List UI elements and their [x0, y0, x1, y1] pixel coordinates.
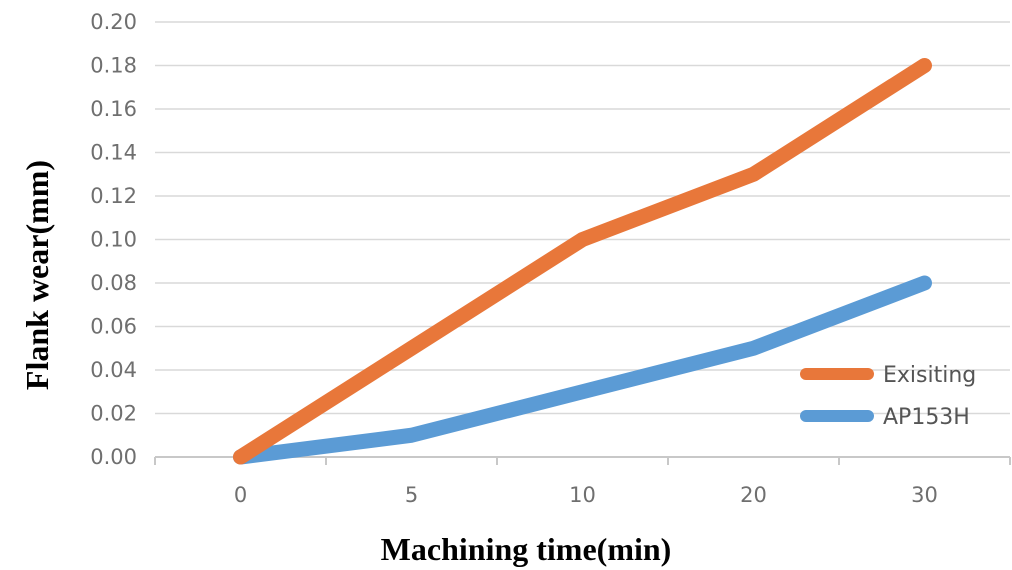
x-tick-label: 10 [569, 483, 596, 507]
y-tick-label: 0.14 [90, 141, 137, 165]
x-tick-label: 20 [740, 483, 767, 507]
y-tick-label: 0.08 [90, 271, 137, 295]
gridlines [155, 21, 1010, 415]
x-tick-label: 0 [234, 483, 247, 507]
x-axis-title: Machining time(min) [381, 531, 672, 567]
legend-label: AP153H [883, 405, 970, 430]
legend-label: Exisiting [883, 363, 976, 388]
x-tick-label: 30 [911, 483, 938, 507]
y-tick-label: 0.04 [90, 358, 137, 382]
y-tick-label: 0.10 [90, 228, 137, 252]
y-tick-label: 0.16 [90, 97, 137, 121]
y-tick-labels: 0.00 0.02 0.04 0.06 0.08 0.10 0.12 0.14 0.16 0.18… [90, 10, 137, 469]
y-tick-label: 0.18 [90, 54, 137, 78]
y-tick-label: 0.02 [90, 402, 137, 426]
x-tick-labels: 0 5 10 20 30 [234, 483, 938, 507]
series-line-exisiting [233, 58, 932, 465]
y-tick-label: 0.06 [90, 315, 137, 339]
y-tick-label: 0.20 [90, 10, 137, 34]
x-tick-label: 5 [405, 483, 418, 507]
y-axis-title: Flank wear(mm) [19, 160, 55, 390]
series-lines [233, 58, 932, 465]
legend: Exisiting AP153H [800, 363, 976, 430]
y-tick-label: 0.12 [90, 184, 137, 208]
series-line-ap153h [233, 275, 932, 465]
y-tick-label: 0.00 [90, 445, 137, 469]
